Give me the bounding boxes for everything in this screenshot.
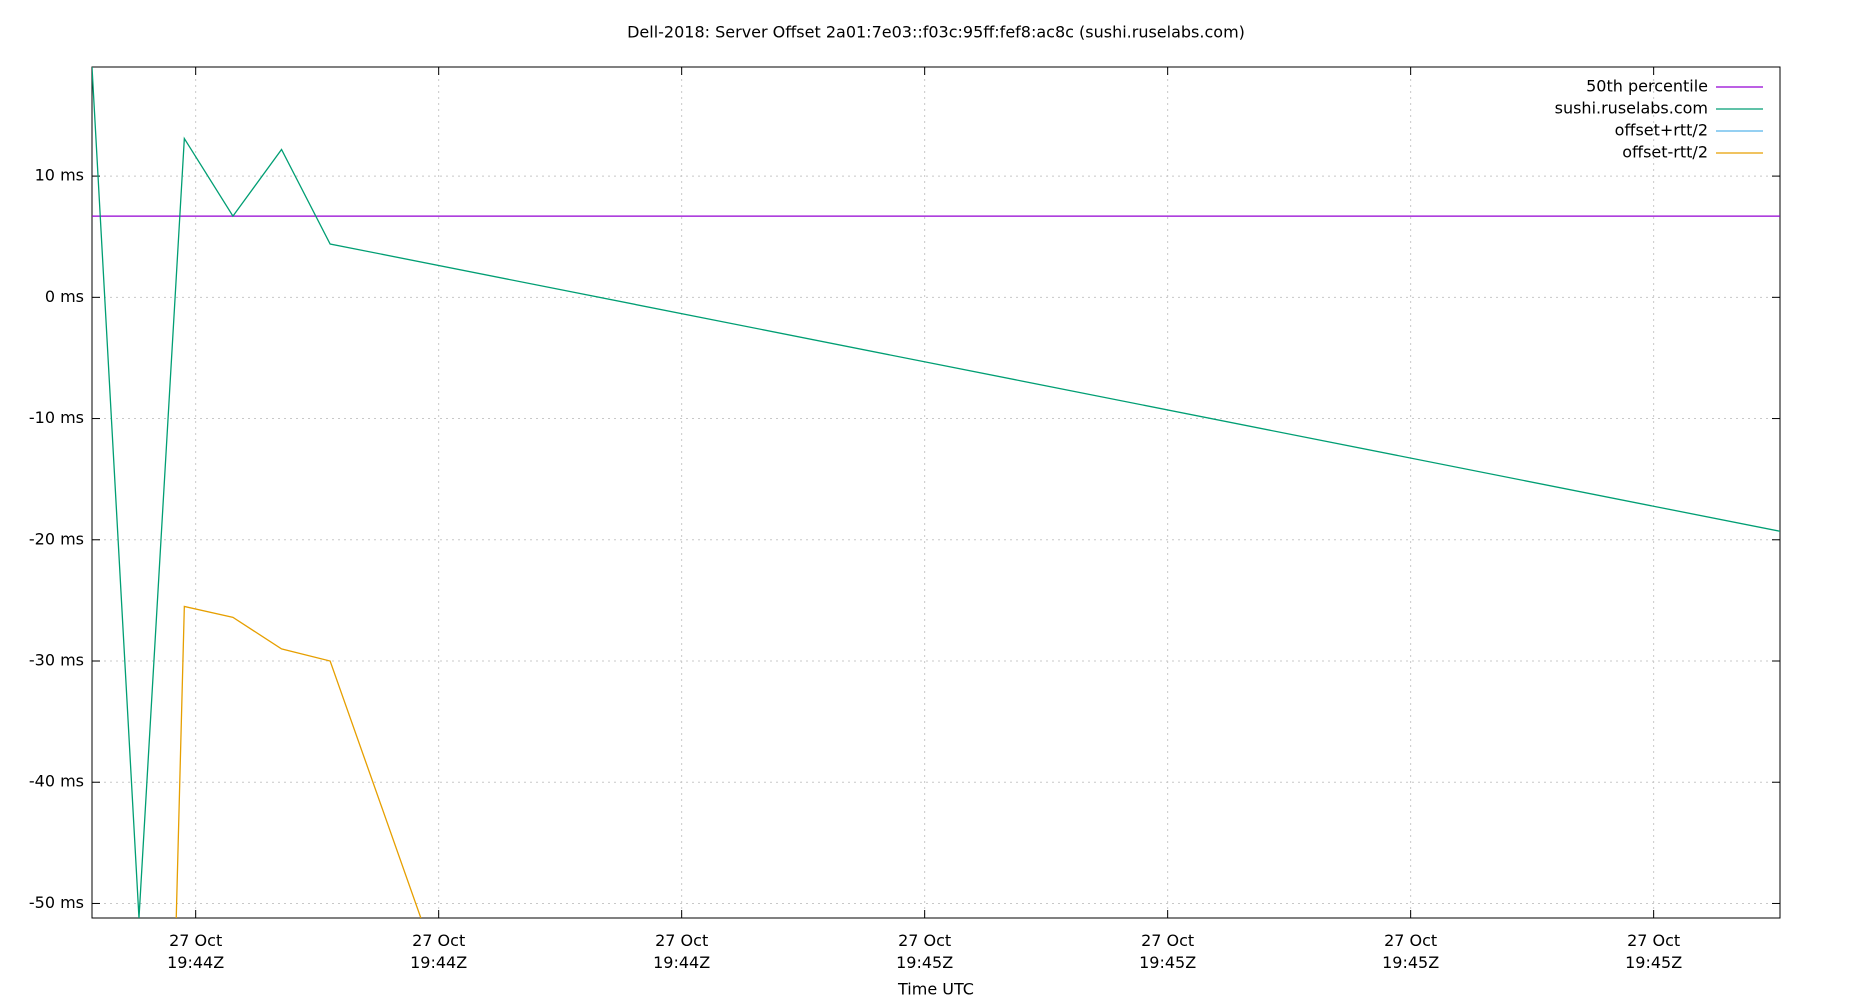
x-axis-label: Time UTC — [897, 980, 974, 999]
series-line — [175, 605, 422, 918]
legend-label: offset-rtt/2 — [1622, 143, 1708, 162]
x-tick-label: 27 Oct 19:44Z — [653, 931, 710, 972]
chart-title: Dell-2018: Server Offset 2a01:7e03::f03c… — [627, 23, 1245, 42]
x-tick-label: 27 Oct 19:44Z — [167, 931, 224, 972]
y-tick-label: 10 ms — [35, 166, 84, 185]
y-tick-label: -10 ms — [29, 408, 84, 427]
legend-label: sushi.ruselabs.com — [1555, 99, 1708, 118]
x-tick-label: 27 Oct 19:45Z — [1625, 931, 1682, 972]
y-tick-label: -30 ms — [29, 651, 84, 670]
x-tick-label: 27 Oct 19:45Z — [896, 931, 953, 972]
y-tick-label: -40 ms — [29, 772, 84, 791]
y-tick-label: -20 ms — [29, 529, 84, 548]
x-tick-label: 27 Oct 19:44Z — [410, 931, 467, 972]
series-line — [92, 67, 1780, 918]
y-tick-label: -50 ms — [29, 893, 84, 912]
x-tick-label: 27 Oct 19:45Z — [1139, 931, 1196, 972]
x-tick-label: 27 Oct 19:45Z — [1382, 931, 1439, 972]
legend-label: offset+rtt/2 — [1615, 121, 1708, 140]
plot-frame — [91, 66, 1781, 919]
y-tick-label: 0 ms — [45, 287, 84, 306]
legend-label: 50th percentile — [1586, 77, 1708, 96]
